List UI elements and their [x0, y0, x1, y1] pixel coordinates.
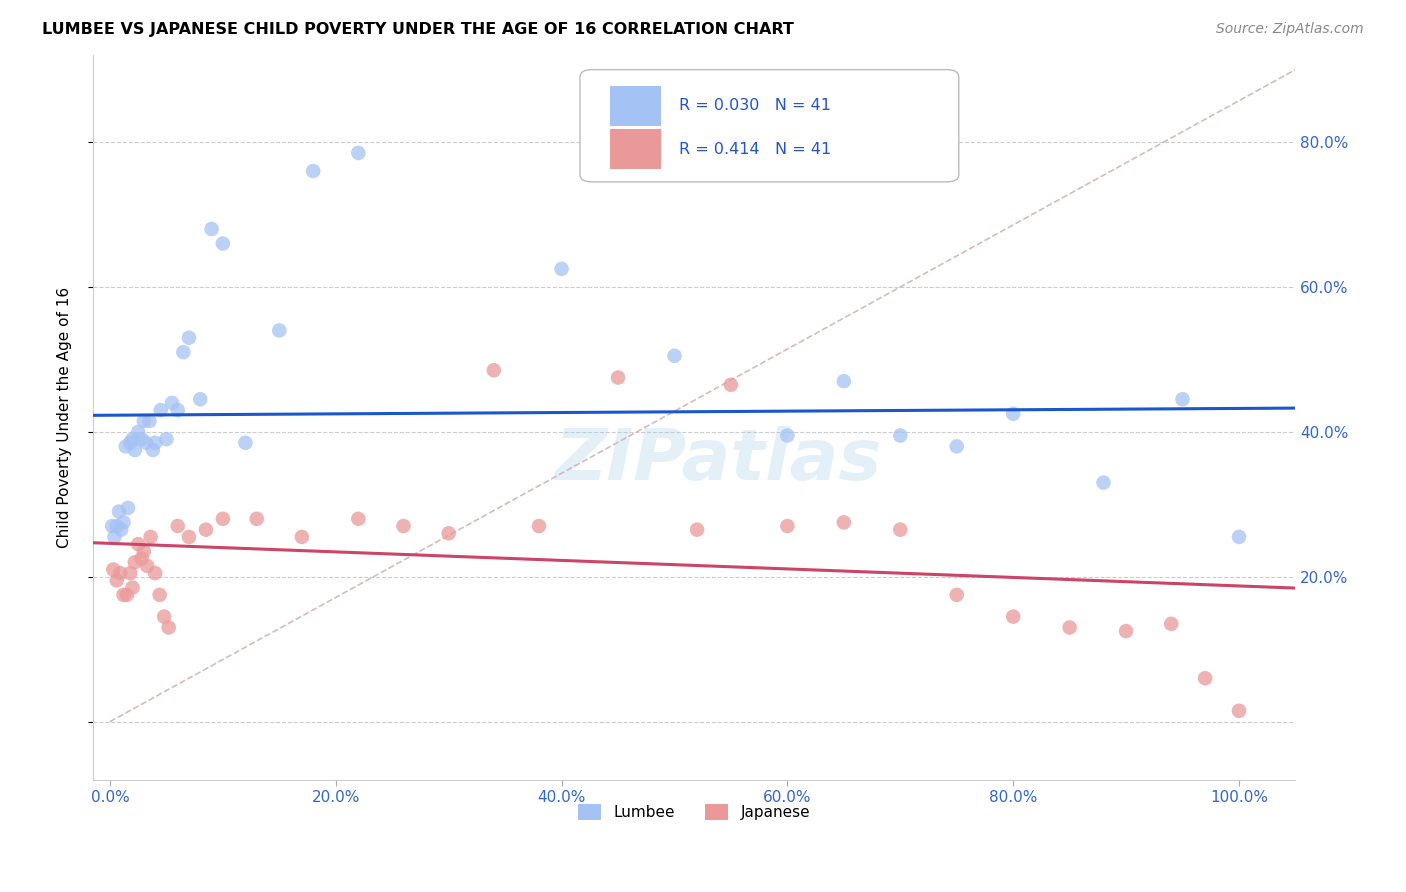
FancyBboxPatch shape	[581, 70, 959, 182]
Point	[945, 439, 967, 453]
Point	[686, 523, 709, 537]
Point	[1092, 475, 1115, 490]
Legend: Lumbee, Japanese: Lumbee, Japanese	[572, 798, 817, 826]
Point	[194, 523, 217, 537]
Point	[105, 519, 128, 533]
Point	[166, 519, 188, 533]
Point	[149, 588, 172, 602]
Y-axis label: Child Poverty Under the Age of 16: Child Poverty Under the Age of 16	[58, 287, 72, 548]
Point	[607, 370, 630, 384]
Point	[103, 562, 125, 576]
Bar	[610, 86, 661, 126]
Point	[112, 588, 135, 602]
Point	[127, 425, 149, 439]
Point	[832, 374, 855, 388]
Point	[114, 439, 136, 453]
Point	[149, 403, 172, 417]
Point	[1115, 624, 1137, 639]
Point	[832, 516, 855, 530]
Point	[347, 512, 370, 526]
Point	[302, 164, 325, 178]
Point	[347, 145, 370, 160]
Point	[124, 555, 146, 569]
Point	[143, 566, 166, 581]
Bar	[610, 129, 661, 169]
Point	[392, 519, 415, 533]
Point	[188, 392, 211, 407]
Point	[101, 519, 124, 533]
Point	[153, 609, 176, 624]
Point	[437, 526, 460, 541]
Point	[121, 581, 143, 595]
Point	[1171, 392, 1194, 407]
Text: LUMBEE VS JAPANESE CHILD POVERTY UNDER THE AGE OF 16 CORRELATION CHART: LUMBEE VS JAPANESE CHILD POVERTY UNDER T…	[42, 22, 794, 37]
Point	[103, 530, 125, 544]
Point	[117, 500, 139, 515]
Point	[138, 414, 160, 428]
Text: Source: ZipAtlas.com: Source: ZipAtlas.com	[1216, 22, 1364, 37]
Point	[177, 530, 200, 544]
Point	[105, 574, 128, 588]
Point	[110, 523, 132, 537]
Point	[132, 544, 155, 558]
Point	[246, 512, 269, 526]
Point	[142, 442, 165, 457]
Point	[135, 435, 157, 450]
Point	[112, 516, 135, 530]
Point	[127, 537, 149, 551]
Point	[132, 414, 155, 428]
Point	[131, 432, 153, 446]
Point	[124, 442, 146, 457]
Point	[1160, 616, 1182, 631]
Point	[664, 349, 686, 363]
Point	[889, 523, 911, 537]
Point	[527, 519, 550, 533]
Point	[155, 432, 177, 446]
Point	[291, 530, 314, 544]
Point	[120, 435, 142, 450]
Point	[889, 428, 911, 442]
Point	[1227, 530, 1250, 544]
Text: R = 0.030   N = 41: R = 0.030 N = 41	[679, 98, 831, 113]
Point	[269, 323, 291, 337]
Point	[1194, 671, 1216, 685]
Point	[200, 222, 222, 236]
Text: ZIPatlas: ZIPatlas	[554, 426, 882, 495]
Point	[160, 396, 183, 410]
Point	[1002, 609, 1025, 624]
Point	[1227, 704, 1250, 718]
Point	[482, 363, 505, 377]
Point	[550, 261, 572, 276]
Point	[139, 530, 162, 544]
Point	[131, 551, 153, 566]
Point	[143, 435, 166, 450]
Point	[776, 519, 799, 533]
Point	[945, 588, 967, 602]
Point	[1059, 620, 1081, 634]
Point	[166, 403, 188, 417]
Point	[172, 345, 194, 359]
Point	[121, 432, 143, 446]
Point	[1002, 407, 1025, 421]
Point	[120, 566, 142, 581]
Point	[108, 566, 131, 581]
Point	[157, 620, 180, 634]
Point	[212, 512, 235, 526]
Point	[235, 435, 257, 450]
Point	[776, 428, 799, 442]
Text: R = 0.414   N = 41: R = 0.414 N = 41	[679, 142, 831, 157]
Point	[108, 504, 131, 518]
Point	[136, 558, 159, 573]
Point	[720, 377, 742, 392]
Point	[177, 331, 200, 345]
Point	[212, 236, 235, 251]
Point	[115, 588, 138, 602]
